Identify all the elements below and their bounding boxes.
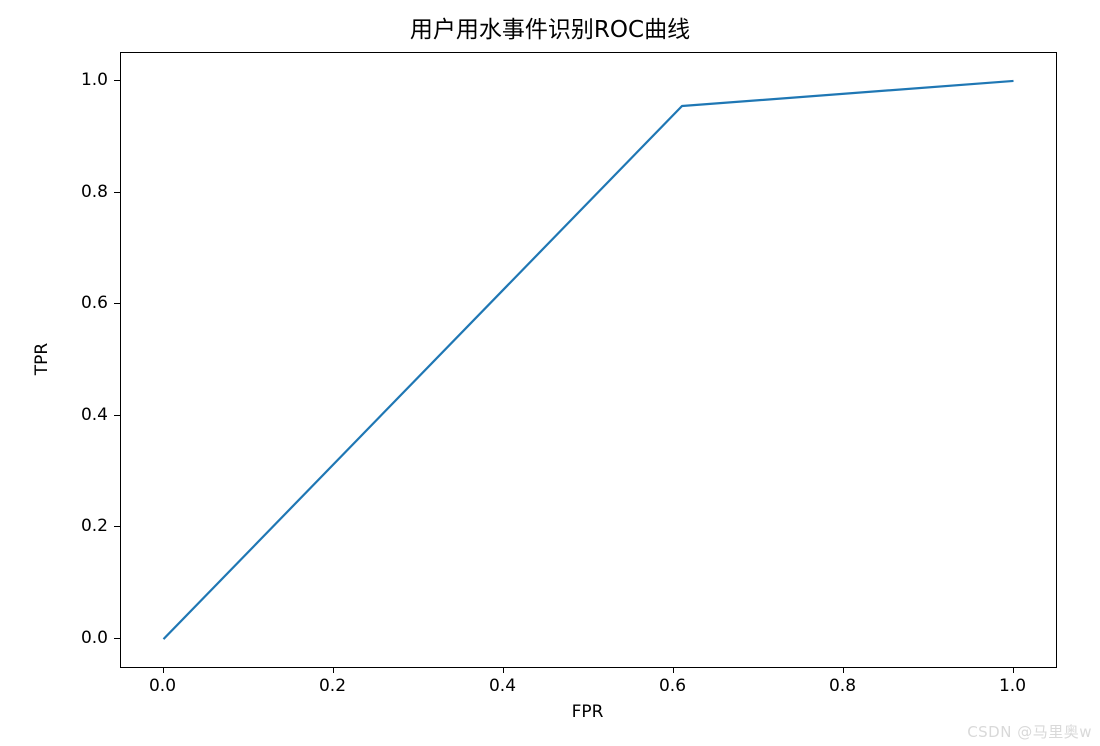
x-tick-label: 0.2 [319, 676, 346, 696]
plot-area [120, 52, 1057, 668]
y-tick-label: 0.6 [81, 293, 108, 313]
x-tick-mark [673, 667, 674, 673]
roc-line-svg [121, 53, 1056, 667]
x-tick-mark [503, 667, 504, 673]
y-tick-label: 0.2 [81, 516, 108, 536]
y-tick-label: 0.8 [81, 182, 108, 202]
y-tick-mark [114, 415, 120, 416]
y-tick-mark [114, 526, 120, 527]
roc-curve [164, 81, 1014, 639]
watermark-text: CSDN @马里奥w [967, 721, 1092, 742]
roc-chart: 用户用水事件识别ROC曲线 FPR TPR CSDN @马里奥w 0.0 0.2 0… [0, 0, 1100, 746]
x-axis-label: FPR [538, 702, 638, 722]
y-axis-label: TPR [32, 309, 52, 409]
x-tick-label: 0.4 [489, 676, 516, 696]
x-tick-label: 0.6 [659, 676, 686, 696]
y-tick-label: 1.0 [81, 70, 108, 90]
y-tick-mark [114, 192, 120, 193]
x-tick-mark [843, 667, 844, 673]
y-tick-label: 0.0 [81, 628, 108, 648]
y-tick-mark [114, 638, 120, 639]
y-tick-label: 0.4 [81, 405, 108, 425]
x-tick-mark [333, 667, 334, 673]
x-tick-label: 0.0 [149, 676, 176, 696]
x-tick-label: 1.0 [999, 676, 1026, 696]
x-tick-mark [163, 667, 164, 673]
x-tick-mark [1013, 667, 1014, 673]
y-tick-mark [114, 303, 120, 304]
x-tick-label: 0.8 [829, 676, 856, 696]
chart-title: 用户用水事件识别ROC曲线 [0, 10, 1100, 44]
y-tick-mark [114, 80, 120, 81]
